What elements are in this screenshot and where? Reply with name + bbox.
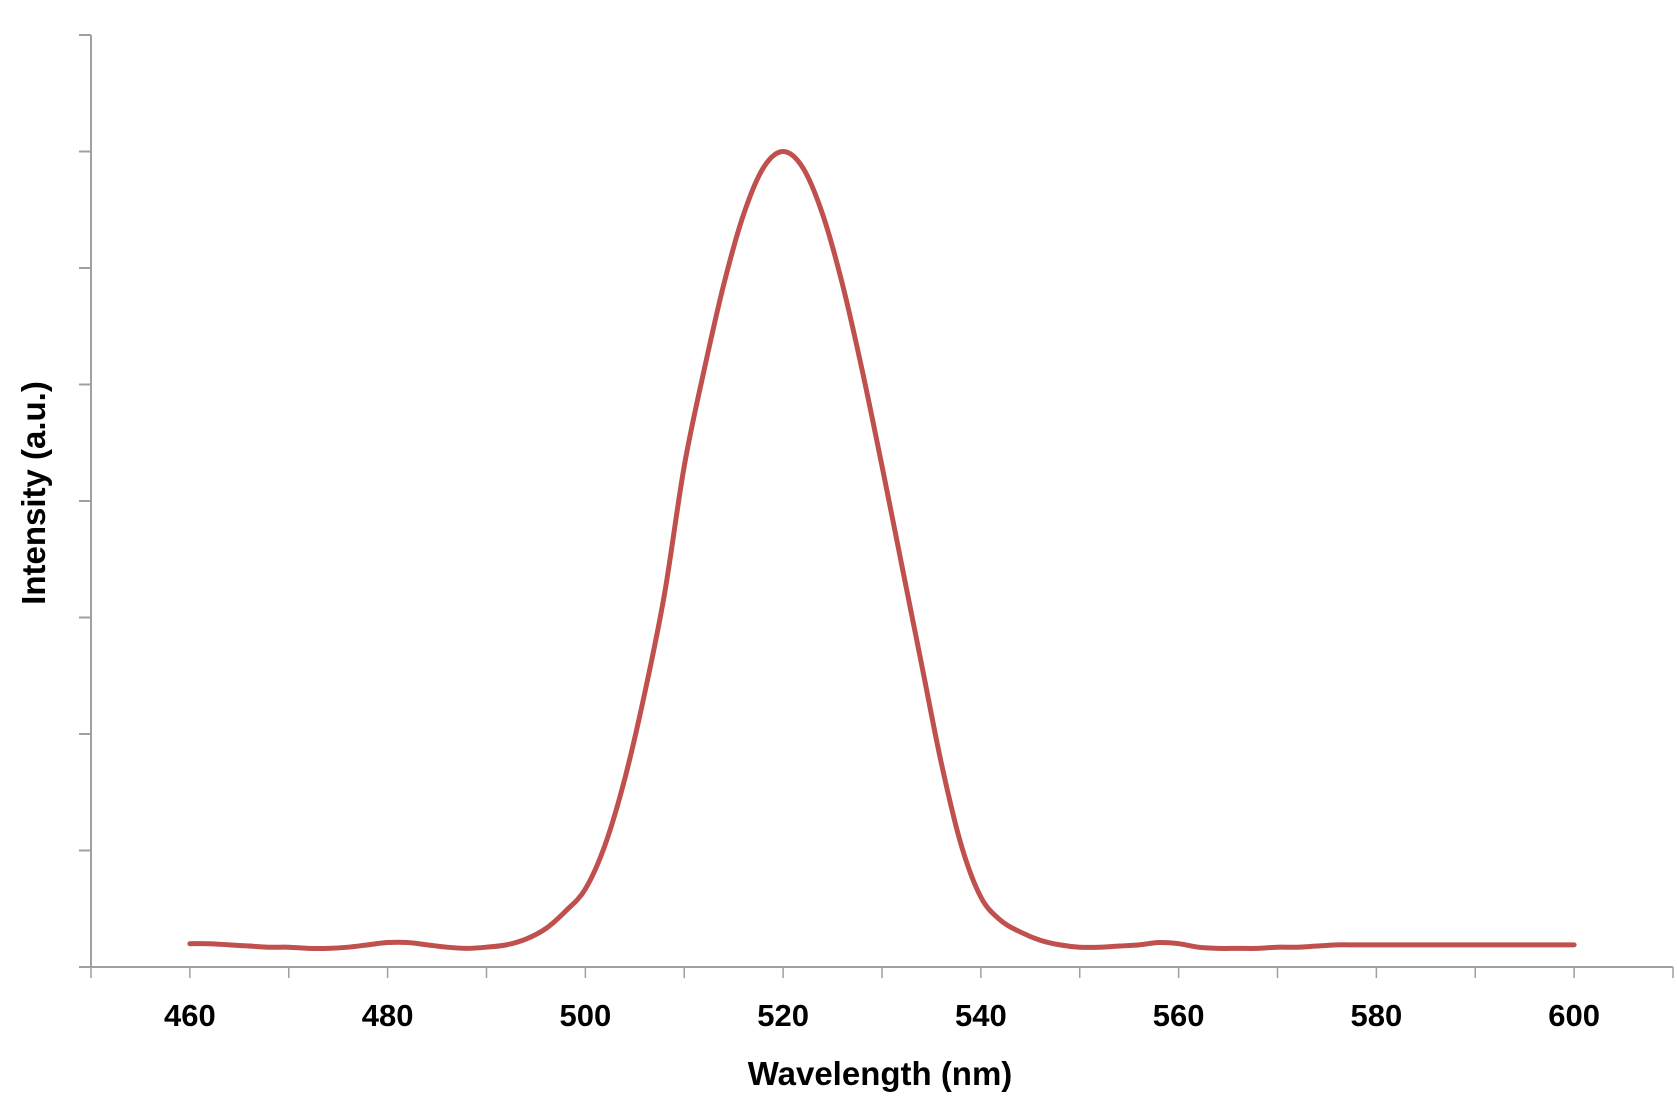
x-tick-label: 460 xyxy=(164,998,216,1033)
axes xyxy=(79,34,1674,978)
x-axis-title: Wavelength (nm) xyxy=(748,1055,1013,1092)
series-layer xyxy=(187,149,1577,952)
spectrum-line xyxy=(187,149,1577,952)
x-tick-label: 600 xyxy=(1548,998,1600,1033)
x-tick-label: 560 xyxy=(1153,998,1205,1033)
x-tick-label: 540 xyxy=(955,998,1007,1033)
x-tick-label: 520 xyxy=(757,998,809,1033)
x-tick-label: 500 xyxy=(560,998,612,1033)
x-tick-label: 480 xyxy=(362,998,414,1033)
tick-labels: 460 480 500 520 540 560 580 600 xyxy=(164,998,1600,1033)
y-axis-title: Intensity (a.u.) xyxy=(15,381,52,605)
x-tick-label: 580 xyxy=(1351,998,1403,1033)
